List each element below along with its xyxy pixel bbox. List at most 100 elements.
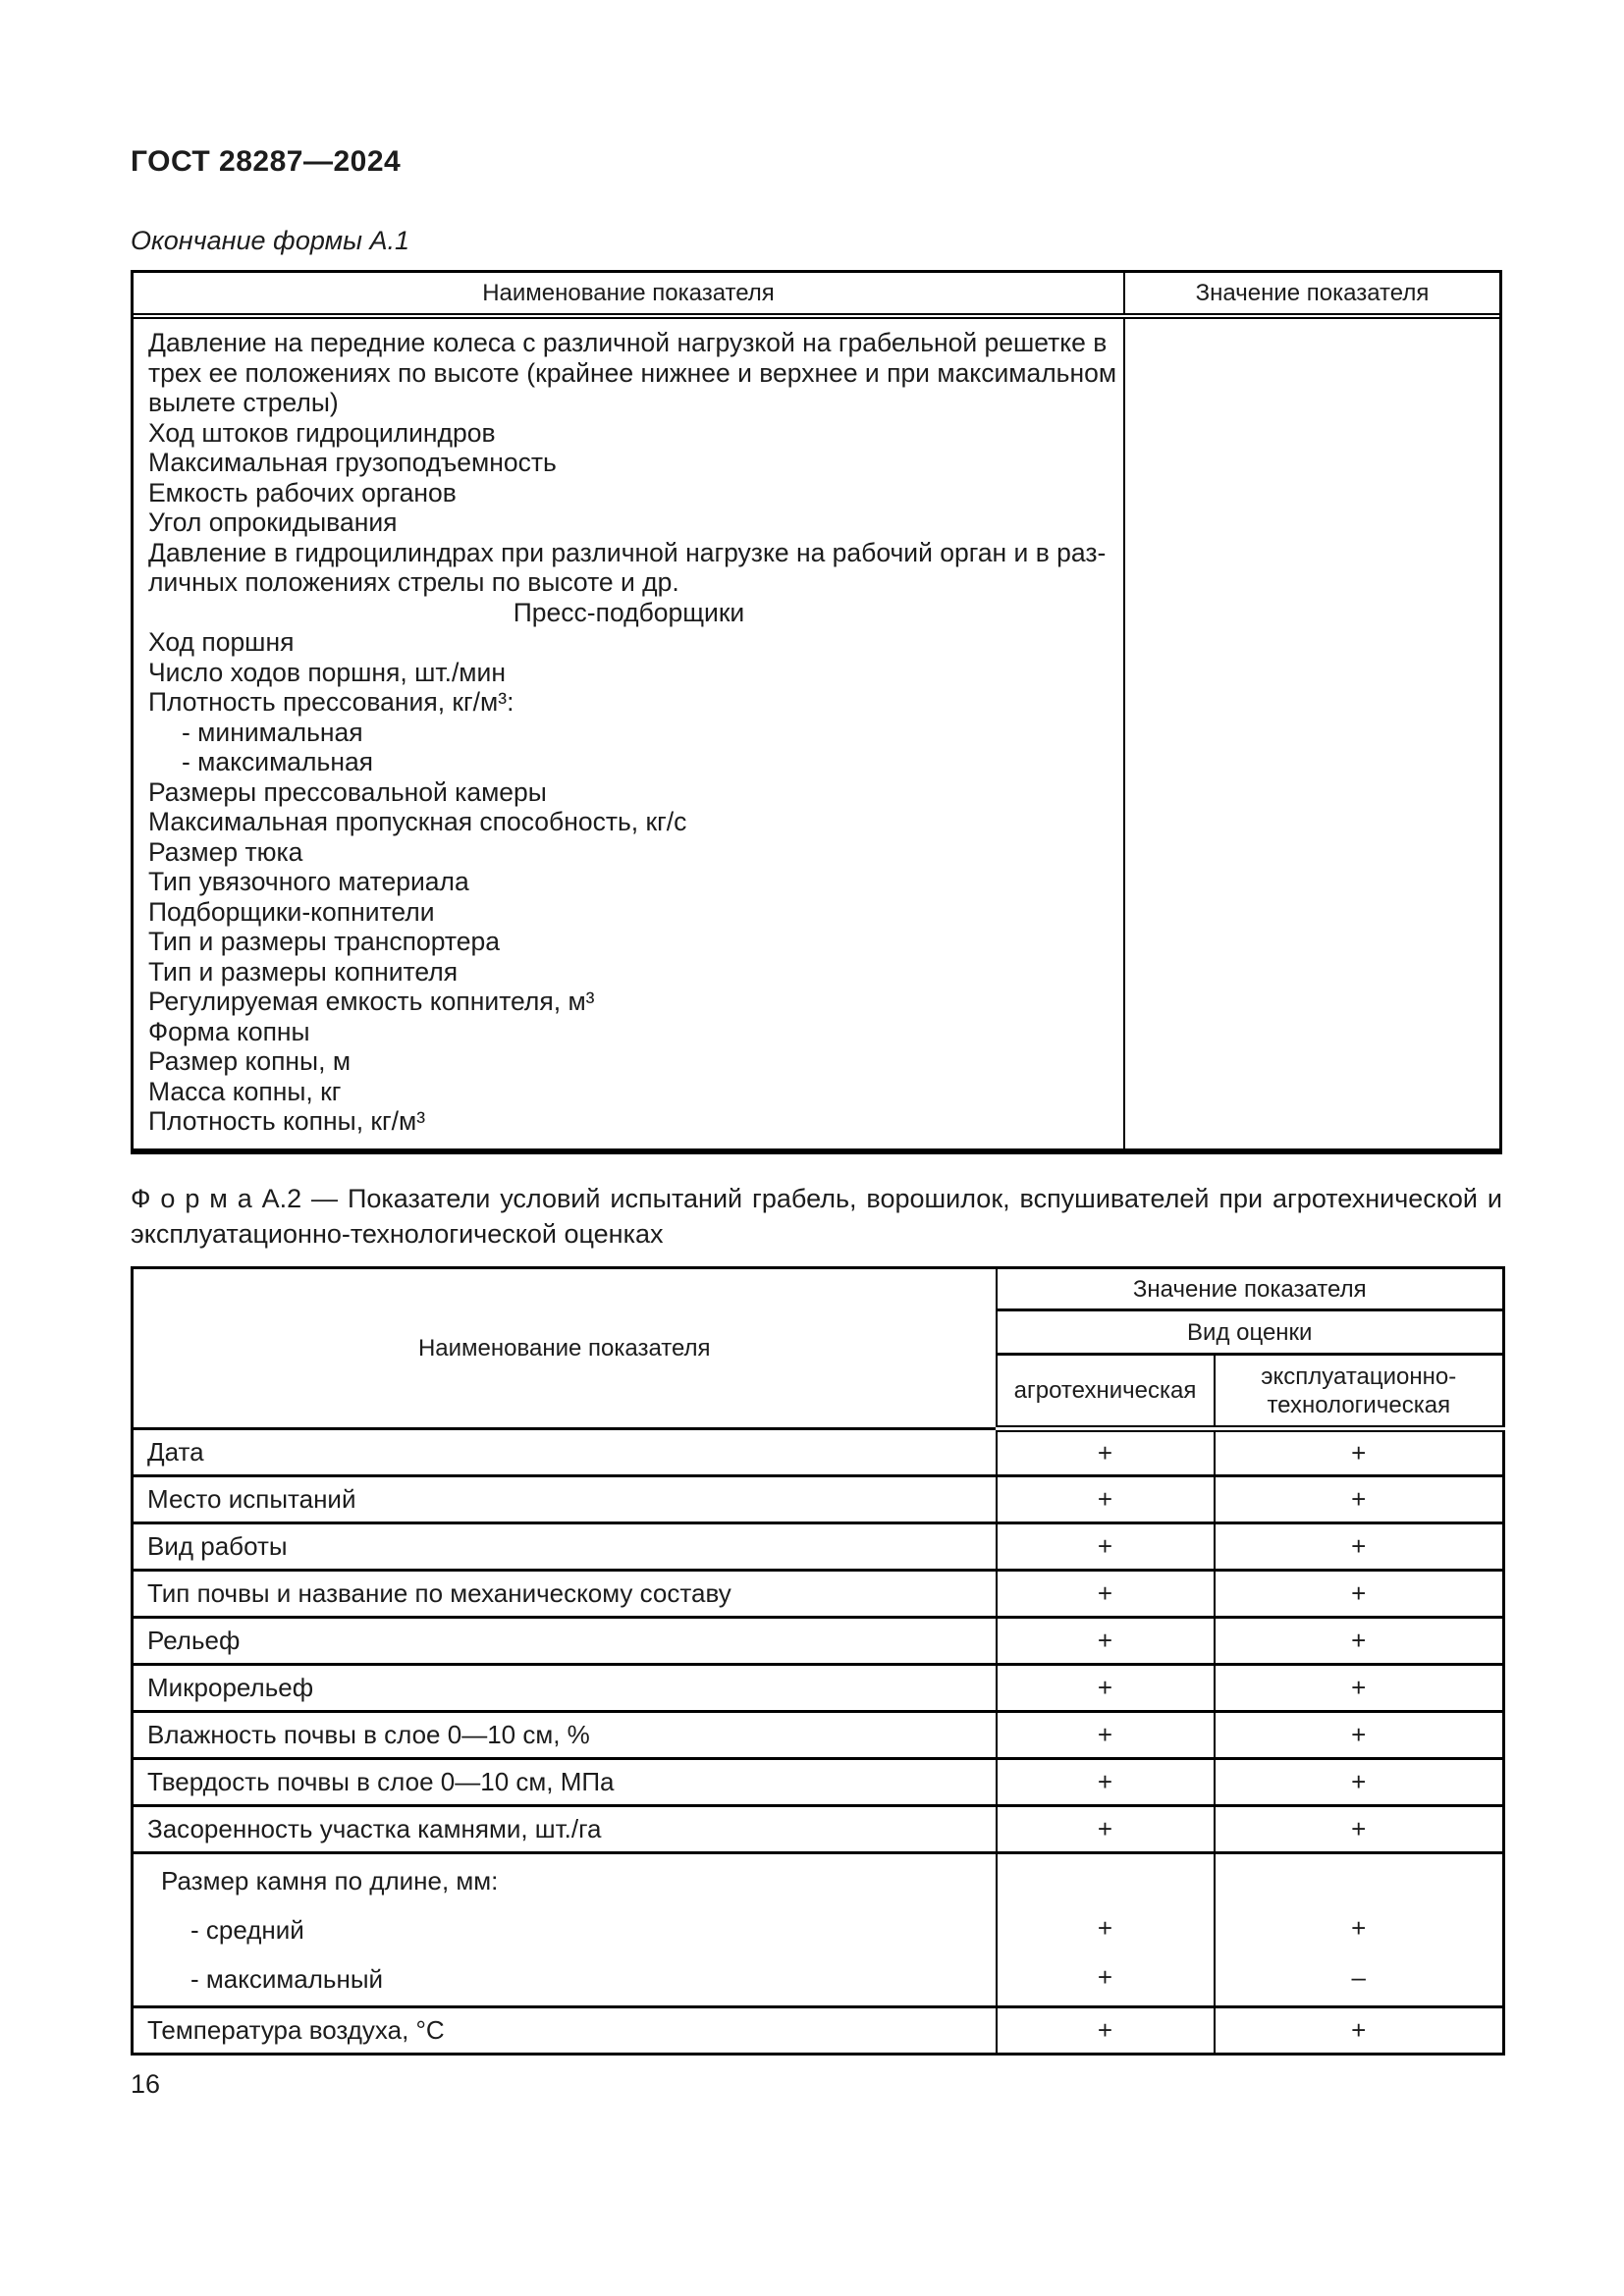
row-name: Твердость почвы в слое 0—10 см, МПа: [131, 1757, 998, 1807]
indicator-subline: - максимальная: [182, 747, 374, 776]
indicator-line: Форма копны: [148, 1016, 310, 1046]
row-oper-mark: +: [1213, 1616, 1505, 1666]
row-agro-mark: +: [995, 1616, 1216, 1666]
table-row: Засоренность участка камнями, шт./га + +: [131, 1804, 1505, 1854]
indicator-line: Плотность прессования, кг/м³:: [148, 687, 514, 717]
row-oper-mark: +: [1213, 1757, 1505, 1807]
row-oper-mark: +: [1213, 1710, 1505, 1760]
row-oper-marks: + –: [1213, 1851, 1505, 2008]
row-oper-mark: +: [1213, 1427, 1505, 1477]
table-row: Вид работы + +: [131, 1522, 1505, 1572]
indicator-line: Размер тюка: [148, 836, 303, 867]
indicator-line: Максимальная пропускная способность, кг/…: [148, 807, 687, 836]
indicator-line: Максимальная грузоподъемность: [148, 448, 557, 477]
header-row-kind: Вид оценки: [133, 1308, 1505, 1356]
group-subrow-name: - средний: [190, 1914, 304, 1945]
form-a2-table: Наименование показателя Значение показат…: [131, 1266, 1505, 2056]
row-agro-mark: +: [995, 1663, 1216, 1713]
indicator-line: Тип и размеры копнителя: [148, 956, 459, 987]
row-agro-mark: +: [995, 2005, 1216, 2056]
form-a1-caption: Окончание формы А.1: [131, 226, 410, 255]
row-oper-mark: +: [1213, 1569, 1505, 1619]
row-agro-mark: +: [995, 1569, 1216, 1619]
doc-code: ГОСТ 28287—2024: [131, 145, 402, 178]
row-agro-mark: +: [995, 1804, 1216, 1854]
col-header-value: Значение показателя: [995, 1266, 1505, 1311]
row-oper-mark: +: [1213, 1522, 1505, 1572]
row-name: Дата: [131, 1427, 998, 1477]
row-oper-mark: +: [1213, 1663, 1505, 1713]
form-a2-caption: Ф о р м а А.2 — Показатели условий испыт…: [131, 1184, 1502, 1249]
subrow-oper-mark: –: [1351, 1961, 1366, 1992]
row-name-group: Размер камня по длине, мм: - средний - м…: [131, 1851, 998, 2008]
row-agro-mark: +: [995, 1427, 1216, 1477]
form-a1-table-body: Давление на передние колеса с различной …: [134, 319, 1499, 1148]
indicator-line: Регулируемая емкость копнителя, м³: [148, 987, 595, 1016]
row-agro-mark: +: [995, 1522, 1216, 1572]
indicator-line: трех ее положениях по высоте (крайнее ни…: [148, 357, 1117, 388]
row-agro-mark: +: [995, 1757, 1216, 1807]
form-a1-table-header: Наименование показателя Значение показат…: [134, 273, 1499, 319]
col-header-name: Наименование показателя: [134, 273, 1125, 313]
group-subrow-name: - максимальный: [190, 1963, 384, 1994]
col-header-kind: Вид оценки: [995, 1308, 1505, 1356]
row-name: Микрорельеф: [131, 1663, 998, 1713]
empty-mark: [998, 1854, 1214, 1903]
row-name: Вид работы: [131, 1522, 998, 1572]
row-name: Тип почвы и название по механическому со…: [131, 1569, 998, 1619]
page-number: 16: [131, 2069, 161, 2099]
indicator-line: Тип и размеры транспортера: [148, 927, 500, 956]
header-row-subcols: агротехническая эксплуатационно-технолог…: [133, 1353, 1505, 1432]
row-name: Засоренность участка камнями, шт./га: [131, 1804, 998, 1854]
table-row: Тип почвы и название по механическому со…: [131, 1569, 1505, 1619]
indicator-line: Ход поршня: [148, 627, 295, 657]
indicator-line: Угол опрокидывания: [148, 507, 398, 537]
indicator-line: личных положениях стрелы по высоте и др.: [148, 567, 679, 597]
row-oper-mark: +: [1213, 2005, 1505, 2056]
row-name: Влажность почвы в слое 0—10 см, %: [131, 1710, 998, 1760]
row-agro-mark: +: [995, 1710, 1216, 1760]
table-row: Рельеф + +: [131, 1616, 1505, 1666]
group-title: Размер камня по длине, мм:: [161, 1865, 499, 1896]
section-subheading: Пресс-подборщики: [513, 597, 745, 627]
table-row: Микрорельеф + +: [131, 1663, 1505, 1713]
col-header-agro: агротехническая: [995, 1353, 1216, 1432]
col-header-name: Наименование показателя: [131, 1266, 998, 1430]
indicator-line: Давление в гидроцилиндрах при различной …: [148, 537, 1107, 567]
indicator-line: Ход штоков гидроцилиндров: [148, 417, 496, 448]
row-name: Рельеф: [131, 1616, 998, 1666]
indicator-list: Давление на передние колеса с различной …: [134, 319, 1125, 1148]
table-row: Твердость почвы в слое 0—10 см, МПа + +: [131, 1757, 1505, 1807]
empty-mark: [1216, 1854, 1503, 1903]
indicator-line: Подборщики-копнители: [148, 896, 435, 927]
indicator-line: Тип увязочного материала: [148, 867, 469, 896]
indicator-line: Давление на передние колеса с различной …: [148, 328, 1108, 357]
row-oper-mark: +: [1213, 1804, 1505, 1854]
value-column-empty: [1125, 319, 1499, 1148]
row-agro-marks: + +: [995, 1851, 1216, 2008]
table-row-group: Размер камня по длине, мм: - средний - м…: [131, 1851, 1505, 2008]
row-agro-mark: +: [995, 1474, 1216, 1524]
indicator-line: вылете стрелы): [148, 388, 339, 417]
table-row: Влажность почвы в слое 0—10 см, % + +: [131, 1710, 1505, 1760]
indicator-subline: - минимальная: [182, 717, 363, 747]
indicator-line: Масса копны, кг: [148, 1076, 342, 1106]
subrow-oper-mark: +: [1351, 1912, 1367, 1943]
indicator-line: Число ходов поршня, шт./мин: [148, 657, 506, 687]
indicator-line: Размер копны, м: [148, 1046, 352, 1076]
row-name: Место испытаний: [131, 1474, 998, 1524]
header-row-value: Наименование показателя Значение показат…: [131, 1266, 1505, 1430]
indicator-line: Плотность копны, кг/м³: [148, 1106, 426, 1136]
indicator-line: Размеры прессовальной камеры: [148, 776, 547, 807]
indicator-line: Емкость рабочих органов: [148, 477, 457, 507]
col-header-value: Значение показателя: [1195, 280, 1430, 306]
subrow-agro-mark: +: [1097, 1912, 1113, 1943]
table-row: Место испытаний + +: [131, 1474, 1505, 1524]
subrow-agro-mark: +: [1097, 1961, 1113, 1992]
form-a1-table: Наименование показателя Значение показат…: [131, 270, 1502, 1154]
table-row: Температура воздуха, °С + +: [131, 2005, 1505, 2056]
table-row: Дата + +: [131, 1427, 1505, 1477]
col-header-oper: эксплуатационно-технологическая: [1213, 1353, 1505, 1432]
row-oper-mark: +: [1213, 1474, 1505, 1524]
